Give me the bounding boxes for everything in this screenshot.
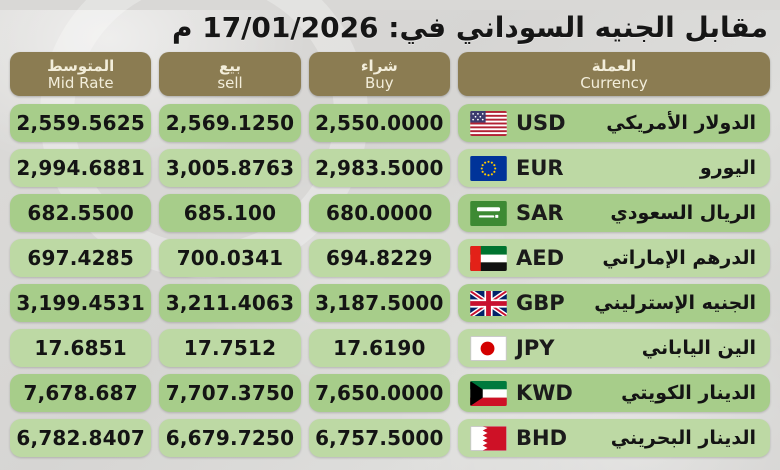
- sell-rate-cell: 2,569.1250: [159, 104, 301, 143]
- kw-flag-icon: [470, 380, 507, 406]
- mid-rate-cell: 2,994.6881: [10, 149, 152, 188]
- buy-rate-cell: 7,650.0000: [308, 374, 450, 413]
- mid-rate-cell: 7,678.687: [10, 374, 152, 413]
- bh-flag-icon: [470, 425, 507, 451]
- table-row: اليورو EUR 2,983.5000 3,005.8763 2,994.6…: [10, 149, 770, 188]
- buy-rate-cell: 17.6190: [308, 329, 450, 368]
- sell-header-arabic-label: بيع: [219, 56, 242, 75]
- buy-rate-cell: 3,187.5000: [308, 284, 450, 323]
- flag-and-code-group: KWD: [470, 380, 573, 406]
- currency-name-arabic: الريال السعودي: [610, 202, 756, 225]
- buy-rate-cell: 6,757.5000: [308, 419, 450, 458]
- mid-rate-header-english-label: Mid Rate: [47, 73, 114, 92]
- currency-code: BHD: [516, 426, 568, 451]
- table-row: الدرهم الإماراتي AED 694.8229 700.0341 6…: [10, 239, 770, 278]
- table-rows-container: الدولار الأمريكي USD 2,550.0000 2,569.12…: [10, 104, 770, 458]
- us-flag-icon: [470, 110, 507, 136]
- flag-and-code-group: BHD: [470, 425, 568, 451]
- flag-and-code-group: GBP: [470, 290, 565, 316]
- ae-flag-icon: [470, 245, 507, 271]
- currency-cell: الدينار البحريني BHD: [458, 419, 770, 458]
- table-header-row: العملة Currency شراء Buy بيع sell المتوس…: [10, 52, 770, 97]
- sa-flag-icon: [470, 200, 507, 226]
- currency-name-arabic: الدينار الكويتي: [621, 382, 756, 405]
- currency-cell: الدرهم الإماراتي AED: [458, 239, 770, 278]
- gb-flag-icon: [470, 290, 507, 316]
- sell-rate-cell: 685.100: [159, 194, 301, 233]
- currency-code: KWD: [516, 381, 573, 406]
- currency-cell: الريال السعودي SAR: [458, 194, 770, 233]
- currency-name-arabic: الدينار البحريني: [610, 427, 756, 450]
- currency-name-arabic: الين الياباني: [641, 337, 756, 360]
- table-row: الدينار البحريني BHD 6,757.5000 6,679.72…: [10, 419, 770, 458]
- currency-name-arabic: الدولار الأمريكي: [606, 112, 756, 135]
- table-row: الريال السعودي SAR 680.0000 685.100 682.…: [10, 194, 770, 233]
- currency-name-arabic: الجنيه الإسترليني: [594, 292, 756, 315]
- jp-flag-icon: [470, 335, 507, 361]
- table-row: الين الياباني JPY 17.6190 17.7512 17.685…: [10, 329, 770, 368]
- currency-name-arabic: اليورو: [699, 157, 756, 180]
- currency-code: SAR: [516, 201, 564, 226]
- mid-rate-cell: 682.5500: [10, 194, 152, 233]
- buy-rate-cell: 680.0000: [308, 194, 450, 233]
- currency-cell: الجنيه الإسترليني GBP: [458, 284, 770, 323]
- sell-rate-cell: 6,679.7250: [159, 419, 301, 458]
- sell-rate-cell: 17.7512: [159, 329, 301, 368]
- mid-rate-header-arabic-label: المتوسط: [47, 56, 115, 75]
- flag-and-code-group: AED: [470, 245, 565, 271]
- buy-header-arabic-label: شراء: [360, 56, 398, 75]
- mid-rate-cell: 697.4285: [10, 239, 152, 278]
- sell-rate-cell: 3,211.4063: [159, 284, 301, 323]
- flag-and-code-group: SAR: [470, 200, 564, 226]
- sell-rate-cell: 700.0341: [159, 239, 301, 278]
- currency-cell: الدولار الأمريكي USD: [458, 104, 770, 143]
- column-header-buy: شراء Buy: [308, 52, 450, 97]
- mid-rate-cell: 17.6851: [10, 329, 152, 368]
- eu-flag-icon: [470, 155, 507, 181]
- flag-and-code-group: USD: [470, 110, 566, 136]
- sell-rate-cell: 3,005.8763: [159, 149, 301, 188]
- mid-rate-cell: 6,782.8407: [10, 419, 152, 458]
- column-header-sell: بيع sell: [159, 52, 301, 97]
- buy-rate-cell: 694.8229: [308, 239, 450, 278]
- column-header-mid-rate: المتوسط Mid Rate: [10, 52, 152, 97]
- table-row: الدينار الكويتي KWD 7,650.0000 7,707.375…: [10, 374, 770, 413]
- rates-table: العملة Currency شراء Buy بيع sell المتوس…: [10, 52, 770, 458]
- flag-and-code-group: EUR: [470, 155, 564, 181]
- currency-header-arabic-label: العملة: [591, 56, 637, 75]
- table-row: الجنيه الإسترليني GBP 3,187.5000 3,211.4…: [10, 284, 770, 323]
- currency-code: EUR: [516, 156, 564, 181]
- currency-cell: الدينار الكويتي KWD: [458, 374, 770, 413]
- currency-name-arabic: الدرهم الإماراتي: [602, 247, 756, 270]
- flag-and-code-group: JPY: [470, 335, 555, 361]
- table-row: الدولار الأمريكي USD 2,550.0000 2,569.12…: [10, 104, 770, 143]
- mid-rate-cell: 3,199.4531: [10, 284, 152, 323]
- currency-code: USD: [516, 111, 566, 136]
- currency-code: JPY: [516, 336, 555, 361]
- mid-rate-cell: 2,559.5625: [10, 104, 152, 143]
- buy-rate-cell: 2,550.0000: [308, 104, 450, 143]
- page-title: مقابل الجنيه السوداني في: 17/01/2026 م: [171, 11, 768, 44]
- buy-header-english-label: Buy: [365, 73, 394, 92]
- buy-rate-cell: 2,983.5000: [308, 149, 450, 188]
- currency-cell: الين الياباني JPY: [458, 329, 770, 368]
- currency-code: GBP: [516, 291, 565, 316]
- column-header-currency: العملة Currency: [458, 52, 770, 97]
- sell-header-english-label: sell: [217, 73, 243, 92]
- currency-header-english-label: Currency: [580, 73, 648, 92]
- currency-code: AED: [516, 246, 565, 271]
- currency-cell: اليورو EUR: [458, 149, 770, 188]
- sell-rate-cell: 7,707.3750: [159, 374, 301, 413]
